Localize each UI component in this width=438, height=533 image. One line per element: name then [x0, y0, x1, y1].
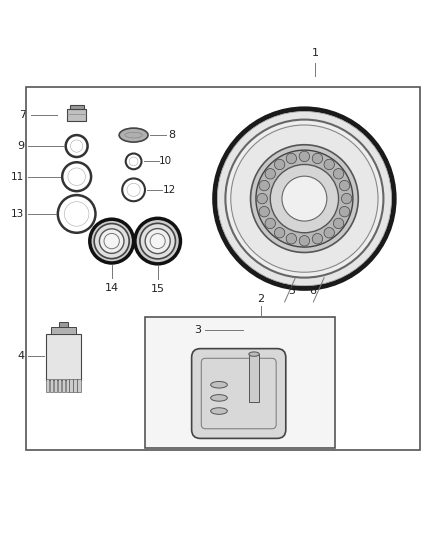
Ellipse shape [211, 408, 227, 414]
Circle shape [286, 154, 297, 164]
Circle shape [282, 176, 327, 221]
Bar [66, 379, 69, 392]
Circle shape [259, 206, 269, 217]
Circle shape [135, 219, 180, 264]
Circle shape [339, 206, 350, 217]
Text: 4: 4 [17, 351, 24, 361]
Text: 8: 8 [169, 130, 176, 140]
Circle shape [217, 111, 392, 286]
Text: 10: 10 [159, 156, 172, 166]
Circle shape [256, 150, 353, 247]
Text: 2: 2 [257, 294, 264, 304]
Bar [70, 105, 84, 109]
Bar [57, 379, 61, 392]
Circle shape [339, 180, 350, 191]
Bar [61, 379, 65, 392]
Circle shape [299, 151, 310, 161]
Text: 14: 14 [105, 282, 119, 293]
Text: 13: 13 [11, 209, 24, 219]
Circle shape [104, 233, 119, 249]
Circle shape [226, 119, 383, 278]
FancyBboxPatch shape [192, 349, 286, 439]
Circle shape [324, 228, 335, 238]
Circle shape [286, 233, 297, 244]
Circle shape [259, 180, 269, 191]
Circle shape [324, 159, 335, 169]
Text: 6: 6 [310, 286, 317, 296]
Bar [59, 322, 68, 327]
Bar [51, 327, 76, 334]
Bar [145, 317, 335, 448]
Bar [249, 354, 259, 402]
Circle shape [257, 193, 268, 204]
Text: 9: 9 [17, 141, 24, 151]
Bar [46, 379, 49, 392]
Circle shape [99, 229, 124, 253]
Ellipse shape [249, 352, 259, 356]
Bar [67, 109, 86, 120]
Text: 15: 15 [151, 284, 165, 294]
Bar [78, 379, 81, 392]
Circle shape [341, 193, 352, 204]
Circle shape [215, 109, 394, 288]
Bar [26, 87, 420, 450]
Bar [49, 379, 53, 392]
Ellipse shape [211, 382, 227, 388]
Text: 11: 11 [11, 172, 24, 182]
Circle shape [265, 218, 276, 229]
Circle shape [312, 154, 323, 164]
Circle shape [312, 233, 323, 244]
Circle shape [333, 218, 344, 229]
Text: 12: 12 [162, 185, 176, 195]
Circle shape [270, 165, 339, 233]
Circle shape [90, 219, 134, 263]
Circle shape [94, 223, 129, 259]
Circle shape [145, 229, 170, 254]
Text: 1: 1 [312, 49, 319, 59]
Bar [53, 379, 57, 392]
Ellipse shape [211, 394, 227, 401]
Circle shape [140, 223, 176, 259]
Circle shape [333, 168, 344, 179]
Bar [70, 379, 73, 392]
Text: 5: 5 [288, 286, 295, 296]
Bar [74, 379, 77, 392]
Circle shape [265, 168, 276, 179]
Circle shape [299, 236, 310, 246]
Text: 3: 3 [194, 325, 201, 335]
Bar [46, 334, 81, 381]
Circle shape [251, 145, 358, 253]
Text: 7: 7 [19, 110, 26, 120]
Circle shape [231, 125, 378, 272]
Circle shape [274, 159, 285, 169]
Circle shape [150, 233, 165, 248]
Circle shape [274, 228, 285, 238]
Ellipse shape [119, 128, 148, 142]
